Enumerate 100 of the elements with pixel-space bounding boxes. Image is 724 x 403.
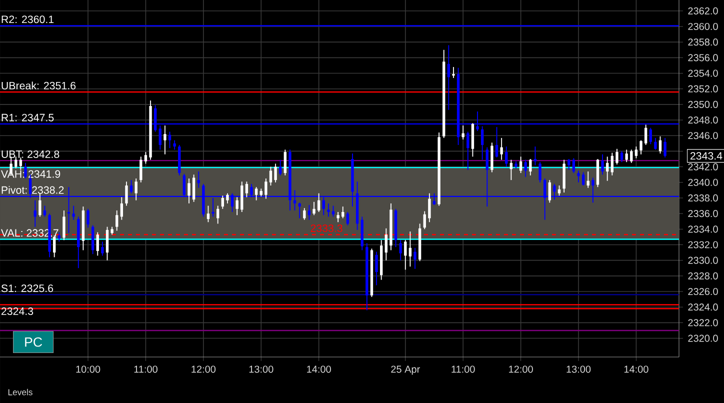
y-tick-label: 2336.0 — [688, 210, 718, 218]
candlestick — [634, 146, 638, 159]
ref-line-label: Pivot: 2338.2 — [2, 186, 64, 194]
y-tick-label: 2330.0 — [688, 256, 718, 264]
candlestick — [312, 201, 316, 216]
text: Levels — [8, 388, 32, 396]
x-tick-label: 13:00 — [249, 366, 274, 373]
y-tick-label: 2322.0 — [688, 319, 718, 326]
candlestick — [144, 152, 148, 164]
candlestick — [14, 156, 18, 169]
y-tick-label: 2348.0 — [688, 116, 718, 124]
candlestick — [346, 212, 350, 226]
candlestick — [577, 170, 580, 183]
candlestick — [19, 156, 22, 170]
candlestick — [558, 185, 561, 196]
candlestick — [399, 240, 402, 261]
candlestick — [524, 159, 527, 178]
candlestick — [188, 178, 190, 204]
ref-line-label: UBreak: 2351.6 — [2, 82, 76, 90]
candlestick — [72, 205, 75, 220]
candlestick — [168, 131, 172, 149]
y-tick-label: 2320.0 — [688, 334, 718, 342]
candlestick — [116, 210, 118, 232]
y-tick-label: 2338.0 — [688, 194, 718, 202]
candlestick — [125, 181, 128, 206]
y-tick-label: 2342.0 — [688, 163, 718, 170]
y-tick-label: 2354.0 — [688, 70, 718, 77]
candlestick — [538, 162, 542, 183]
candlestick — [134, 178, 138, 201]
y-tick-label: 2356.0 — [688, 54, 718, 62]
candlestick — [96, 232, 99, 256]
candlestick — [308, 204, 311, 220]
candlestick — [423, 210, 426, 230]
y-tick-label: 2358.0 — [688, 38, 718, 46]
candlestick — [34, 200, 36, 228]
candlestick — [279, 159, 282, 176]
candlestick — [130, 180, 133, 194]
candlestick — [630, 149, 633, 164]
ref-line-label: 2324.3 — [1, 307, 34, 315]
x-tick-label: 13:00 — [566, 366, 591, 373]
candlestick — [384, 228, 388, 261]
candlestick — [408, 231, 412, 268]
x-tick-label: 25 Apr — [391, 366, 420, 375]
y-tick-label: 2340.0 — [688, 178, 718, 186]
y-tick-label: 2332.0 — [688, 241, 718, 248]
candlestick — [120, 196, 124, 220]
candlestick — [529, 158, 532, 176]
candlestick — [264, 178, 268, 200]
y-tick-label: 2352.0 — [688, 85, 718, 92]
candlestick — [101, 241, 104, 256]
candlestick — [43, 205, 46, 218]
y-tick-label: 2324.0 — [688, 304, 718, 311]
candlestick — [447, 44, 450, 110]
candlestick — [332, 205, 335, 218]
y-tick-label: 2350.0 — [688, 100, 718, 108]
candlestick — [500, 137, 503, 160]
y-tick-label: 2360.0 — [688, 22, 718, 30]
x-tick-label: 10:00 — [76, 366, 100, 373]
candlestick — [164, 125, 166, 155]
candlestick — [206, 205, 210, 223]
candlestick — [274, 163, 277, 183]
candlestick — [298, 202, 301, 219]
candlestick — [640, 140, 642, 155]
candlestick — [480, 126, 484, 160]
candlestick — [548, 180, 551, 204]
candlestick — [649, 127, 652, 145]
candlestick — [510, 159, 513, 181]
candlestick — [620, 150, 624, 163]
candlestick — [336, 212, 340, 223]
y-tick-label: 2346.0 — [688, 132, 718, 140]
candlestick — [317, 192, 320, 212]
x-tick-label: 11:00 — [452, 366, 475, 373]
x-tick-label: 11:00 — [134, 366, 158, 373]
candlestick — [269, 166, 272, 186]
candlestick — [86, 208, 90, 228]
candlestick — [601, 154, 604, 176]
ref-line-label: UBT: 2342.8 — [2, 150, 60, 158]
text: 2343.4 — [690, 152, 722, 160]
candlestick — [616, 148, 618, 165]
candlestick — [173, 140, 176, 150]
candlestick — [106, 226, 109, 261]
candlestick — [534, 146, 537, 166]
candlestick — [654, 137, 657, 150]
candlestick — [582, 172, 585, 186]
ref-line-label: S1: 2325.6 — [1, 284, 54, 292]
ref-line-label: 2333.3 — [310, 224, 342, 232]
candlestick — [452, 66, 455, 78]
candlestick — [625, 149, 628, 163]
candlestick — [284, 149, 287, 176]
candlestick — [226, 192, 229, 204]
candlestick — [254, 186, 258, 201]
candlestick — [466, 131, 470, 170]
candlestick — [495, 126, 498, 158]
x-tick-label: 14:00 — [624, 366, 648, 373]
candlestick — [644, 124, 648, 146]
y-tick-label: 2362.0 — [688, 7, 718, 14]
candlestick — [91, 224, 94, 255]
candlestick — [192, 174, 196, 202]
y-tick-label: 2334.0 — [688, 226, 718, 233]
candlestick — [664, 137, 666, 158]
